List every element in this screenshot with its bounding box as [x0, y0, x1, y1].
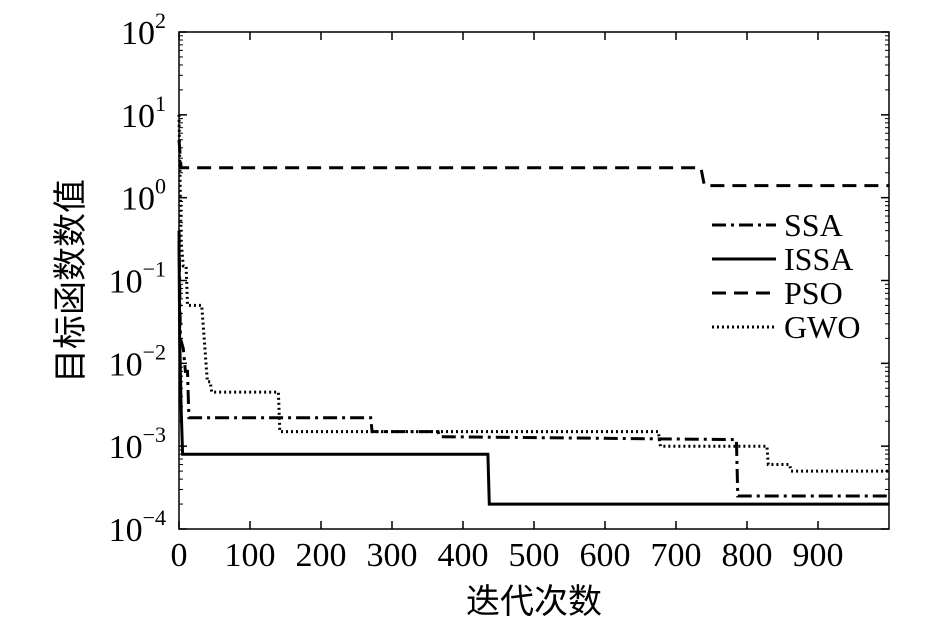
x-tick-label: 100	[225, 537, 276, 574]
x-tick-label: 800	[722, 537, 773, 574]
y-tick-label: 100	[121, 174, 166, 218]
x-tick-label: 700	[651, 537, 702, 574]
series-line-ssa	[177, 230, 889, 498]
x-tick-label: 300	[367, 537, 418, 574]
y-tick-label: 102	[121, 8, 166, 52]
y-tick-base: 10	[109, 429, 143, 466]
y-tick-exponent: 1	[155, 91, 166, 116]
y-tick-exponent: 0	[155, 174, 166, 199]
y-tick-exponent: −1	[143, 257, 166, 282]
y-tick-exponent: −4	[143, 505, 166, 530]
y-tick-exponent: −2	[143, 339, 166, 364]
y-tick-exponent: −3	[143, 422, 166, 447]
x-tick-label: 500	[509, 537, 560, 574]
x-tick-label: 0	[171, 537, 188, 574]
legend-label: SSA	[784, 207, 843, 243]
y-tick-label: 10−4	[109, 505, 166, 549]
x-axis-title: 迭代次数	[466, 583, 602, 621]
y-tick-base: 10	[121, 181, 155, 218]
y-tick-label: 10−2	[109, 339, 166, 383]
series-line-issa	[177, 240, 889, 506]
y-tick-base: 10	[121, 98, 155, 135]
y-tick-label: 10−3	[109, 422, 166, 466]
series-layer	[177, 114, 889, 506]
y-axis-title: 目标函数数值	[52, 179, 90, 383]
series-line-gwo	[177, 114, 889, 473]
legend-label: PSO	[784, 275, 843, 311]
y-tick-label: 101	[121, 91, 166, 135]
x-axis-ticks: 0 100 200 300 400 500 600 700 800 900	[171, 32, 844, 574]
x-tick-label: 900	[793, 537, 844, 574]
series-line-pso	[177, 139, 889, 188]
legend-label: ISSA	[784, 241, 853, 277]
x-tick-label: 400	[438, 537, 489, 574]
x-tick-label: 600	[580, 537, 631, 574]
y-tick-base: 10	[121, 15, 155, 52]
y-tick-label: 10−1	[109, 257, 166, 301]
y-tick-base: 10	[109, 264, 143, 301]
y-tick-base: 10	[109, 512, 143, 549]
x-tick-label: 200	[296, 537, 347, 574]
y-tick-exponent: 2	[155, 8, 166, 33]
y-tick-base: 10	[109, 346, 143, 383]
legend-label: GWO	[784, 309, 860, 345]
